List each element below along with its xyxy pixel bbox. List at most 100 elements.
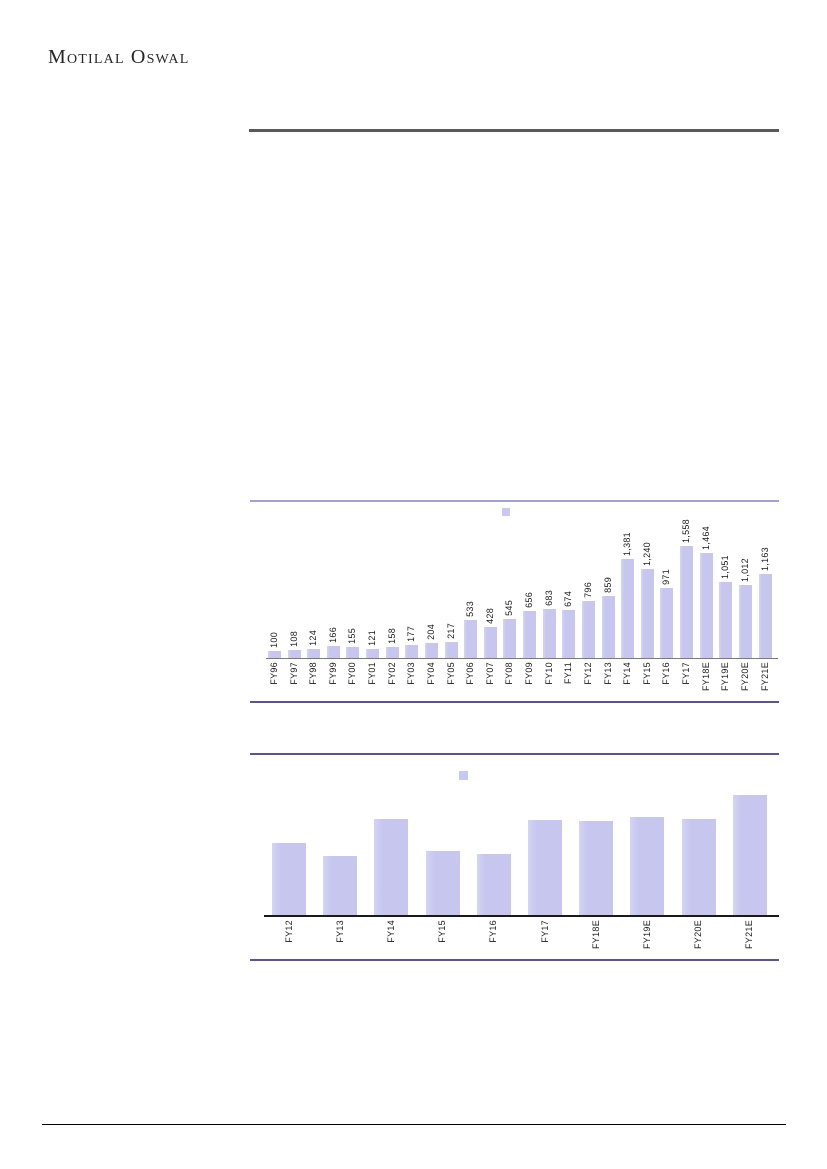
bar — [385, 646, 399, 658]
category-label: FY15 — [437, 920, 448, 943]
category-label: FY11 — [563, 662, 574, 685]
category-label: FY17 — [539, 920, 550, 943]
category-label: FY12 — [283, 920, 294, 943]
category-label: FY13 — [602, 662, 613, 685]
bar-value-label: 1,464 — [700, 525, 711, 550]
bar-value-label: 1,240 — [641, 541, 652, 566]
bar — [528, 820, 562, 915]
category-label: FY17 — [681, 662, 692, 685]
bar-value-label: 217 — [445, 623, 456, 640]
category-label: FY07 — [484, 662, 495, 685]
bar — [719, 582, 733, 658]
bar — [601, 596, 615, 658]
legend-marker-icon — [502, 508, 510, 516]
bar — [323, 856, 358, 915]
category-label: FY98 — [308, 662, 319, 685]
category-label: FY05 — [445, 662, 456, 685]
x-axis-line — [266, 658, 778, 659]
category-label: FY16 — [661, 662, 672, 685]
bar — [699, 552, 713, 658]
bar-value-label: 166 — [327, 627, 338, 644]
bar-value-label: 533 — [465, 600, 476, 617]
bar — [579, 821, 614, 915]
bar — [483, 627, 497, 658]
category-label: FY16 — [488, 920, 499, 943]
bar — [581, 600, 595, 658]
bar — [425, 851, 460, 915]
bar-value-label: 796 — [582, 581, 593, 598]
bar — [307, 649, 321, 658]
bar-value-label: 1,163 — [759, 547, 770, 572]
bar-value-label: 859 — [602, 577, 613, 594]
bar-value-label: 1,381 — [622, 531, 633, 556]
bar — [272, 843, 306, 915]
bar-chart-fy12-fy21e: FY12 FY13 FY14 FY15 FY16 FY17 FY18E FY19E FY20E F… — [250, 753, 779, 961]
category-label: FY03 — [406, 662, 417, 685]
category-label: FY97 — [288, 662, 299, 685]
category-label: FY21E — [744, 920, 755, 950]
bar — [405, 645, 419, 658]
category-label: FY00 — [347, 662, 358, 685]
category-label: FY15 — [641, 662, 652, 685]
motilal-oswal-logo: Motilal Oswal — [48, 46, 190, 68]
bar-value-label: 1,051 — [720, 555, 731, 580]
bar — [738, 585, 752, 658]
bar — [640, 568, 654, 658]
bar — [758, 574, 772, 658]
bar — [503, 618, 517, 658]
bar — [287, 650, 301, 658]
bar-value-label: 108 — [288, 631, 299, 648]
bar — [562, 609, 576, 658]
bar-value-label: 545 — [504, 599, 515, 616]
bar — [660, 588, 674, 658]
bar-chart-fy96-fy21e: 100 FY96 108 FY97 124 FY98 166 FY99 155 FY00 121 FY… — [250, 500, 779, 703]
bar — [630, 816, 665, 915]
bar-value-label: 158 — [386, 627, 397, 644]
bar — [374, 819, 409, 915]
bar-value-label: 1,558 — [681, 518, 692, 543]
category-label: FY13 — [334, 920, 345, 943]
bar — [732, 795, 767, 915]
x-axis-line — [264, 915, 779, 917]
category-label: FY18E — [590, 920, 601, 950]
category-label: FY14 — [622, 662, 633, 685]
category-label: FY01 — [367, 662, 378, 685]
category-label: FY02 — [386, 662, 397, 685]
bar-value-label: 674 — [563, 590, 574, 607]
bar — [424, 643, 438, 658]
category-label: FY14 — [385, 920, 396, 943]
category-label: FY19E — [720, 662, 731, 692]
bar-value-label: 971 — [661, 569, 672, 586]
bar-value-label: 155 — [347, 627, 358, 644]
category-label: FY12 — [582, 662, 593, 685]
bar-value-label: 656 — [524, 591, 535, 608]
footer-divider-rule — [42, 1124, 786, 1125]
bar — [476, 853, 511, 915]
category-label: FY04 — [425, 662, 436, 685]
category-label: FY10 — [543, 662, 554, 685]
bar — [346, 646, 360, 658]
legend-marker-icon — [459, 771, 468, 780]
bar — [268, 650, 281, 658]
bar-value-label: 121 — [367, 630, 378, 647]
bar-value-label: 683 — [543, 589, 554, 606]
bar-value-label: 204 — [425, 624, 436, 641]
bar — [326, 646, 340, 658]
bar-value-label: 1,012 — [739, 558, 750, 583]
bar — [366, 649, 380, 658]
category-label: FY06 — [465, 662, 476, 685]
bar — [621, 558, 635, 658]
bar — [680, 546, 694, 658]
category-label: FY20E — [693, 920, 704, 950]
bar — [464, 619, 478, 658]
bar — [542, 608, 556, 658]
category-label: FY18E — [700, 662, 711, 692]
category-label: FY19E — [641, 920, 652, 950]
bar — [444, 642, 458, 658]
bar — [523, 610, 537, 658]
category-label: FY96 — [269, 662, 279, 685]
bar-value-label: 124 — [308, 630, 319, 647]
bar-value-label: 428 — [484, 608, 495, 625]
category-label: FY09 — [524, 662, 535, 685]
category-label: FY08 — [504, 662, 515, 685]
